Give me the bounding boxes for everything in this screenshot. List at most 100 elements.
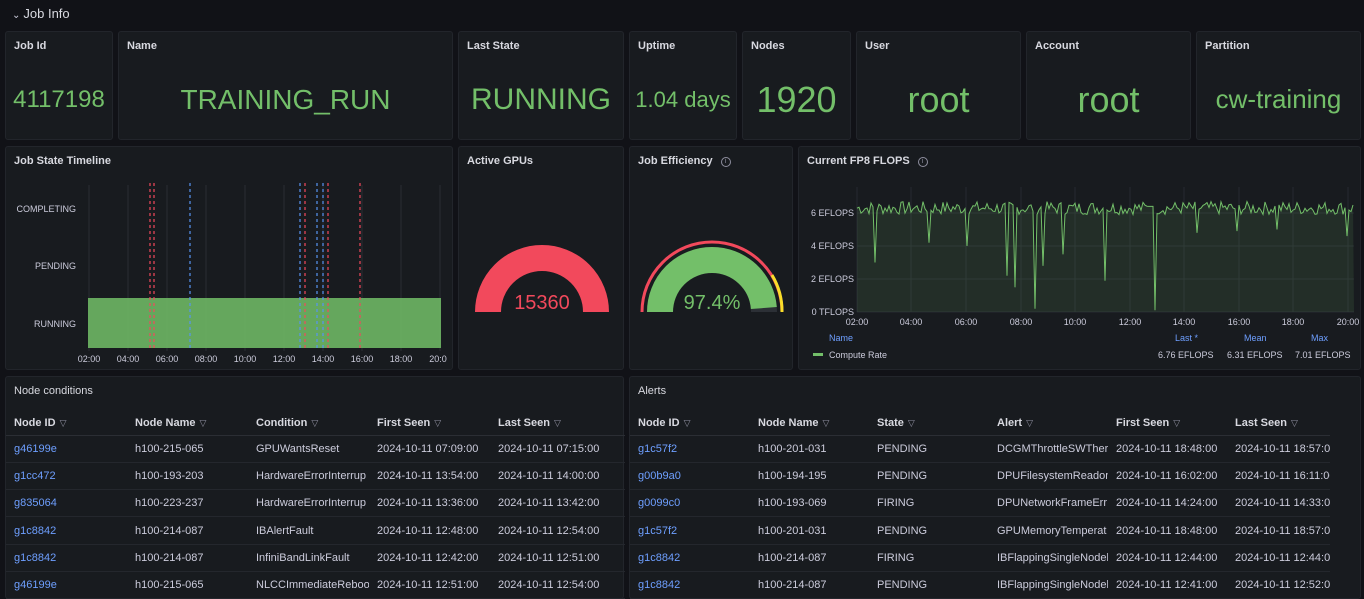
x-tick: 18:00 <box>390 354 413 364</box>
table-row[interactable]: g1c8842 h100-214-087 IBAlertFault 2024-10-1… <box>6 516 625 545</box>
node-id-link[interactable]: g1c57f2 <box>630 435 750 463</box>
table-cell: h100-193-069 <box>750 489 869 518</box>
state-label-completing: COMPLETING <box>16 204 76 214</box>
compute-rate-line <box>856 199 1354 311</box>
filter-icon[interactable]: ▽ <box>434 417 442 428</box>
node-id-link[interactable]: g1c8842 <box>6 544 127 572</box>
y-tick: 4 EFLOPS <box>811 241 854 251</box>
filter-icon[interactable]: ▽ <box>311 417 319 428</box>
filter-icon[interactable]: ▽ <box>553 417 561 428</box>
legend-header-max[interactable]: Max <box>1311 333 1329 343</box>
column-header[interactable]: First Seen ▽ <box>369 411 490 436</box>
filter-icon[interactable]: ▽ <box>1026 417 1033 428</box>
column-header-label: Node Name <box>135 416 196 429</box>
chevron-down-icon: ⌄ <box>12 10 21 21</box>
x-tick: 08:00 <box>195 354 218 364</box>
panel-title-text: Current FP8 FLOPS <box>807 155 910 167</box>
running-state-bar <box>88 298 441 348</box>
filter-icon[interactable]: ▽ <box>1290 417 1298 428</box>
filter-icon[interactable]: ▽ <box>907 417 915 428</box>
table-row[interactable]: g1c57f2 h100-201-031 PENDING DCGMThrottleSW… <box>630 435 1330 463</box>
table-cell: 2024-10-11 12:54:00 <box>490 571 625 599</box>
node-id-link[interactable]: g1cc472 <box>6 462 127 491</box>
column-header[interactable]: Last Seen ▽ <box>1227 411 1330 436</box>
info-icon[interactable]: i <box>917 157 928 167</box>
node-id-link[interactable]: g835064 <box>6 489 127 518</box>
panel-node-conditions: Node conditions Node ID ▽ Node Name ▽ Condit… <box>5 376 625 599</box>
table-row[interactable]: g0099c0 h100-193-069 FIRING DPUNetworkFrame… <box>630 489 1330 518</box>
table-row[interactable]: g1c8842 h100-214-087 PENDING IBFlappingSing… <box>630 571 1330 599</box>
table-cell: h100-201-031 <box>750 516 869 545</box>
column-header[interactable]: Node Name ▽ <box>750 411 869 436</box>
legend-header-last[interactable]: Last * <box>1175 333 1199 343</box>
legend-series[interactable]: Compute Rate <box>813 350 887 360</box>
column-header[interactable]: State ▽ <box>869 411 989 436</box>
filter-icon[interactable]: ▽ <box>59 417 67 428</box>
table-cell: DPUFilesystemReadon <box>989 462 1108 491</box>
partition-value: cw-training <box>1215 84 1342 114</box>
gpus-value: 15360 <box>514 292 570 314</box>
x-tick: 04:00 <box>900 317 923 327</box>
filter-icon[interactable]: ▽ <box>199 417 207 428</box>
table-cell: h100-215-065 <box>127 435 248 463</box>
table-cell: h100-214-087 <box>127 544 248 572</box>
table-cell: 2024-10-11 13:36:00 <box>369 489 490 518</box>
node-id-link[interactable]: g1c8842 <box>630 544 750 572</box>
x-tick: 16:00 <box>1228 317 1251 327</box>
filter-icon[interactable]: ▽ <box>822 417 830 428</box>
node-id-link[interactable]: g0099c0 <box>630 489 750 518</box>
column-header-label: State <box>877 416 904 429</box>
table-row[interactable]: g1c57f2 h100-201-031 PENDING GPUMemoryTempe… <box>630 516 1330 545</box>
table-row[interactable]: g1cc472 h100-193-203 HardwareErrorInterrup… <box>6 462 625 491</box>
column-header[interactable]: Alert ▽ <box>989 411 1108 436</box>
state-cell: PENDING <box>869 462 989 491</box>
legend-swatch <box>813 353 823 356</box>
table-cell: 2024-10-11 12:41:00 <box>1108 571 1227 599</box>
info-icon[interactable]: i <box>720 157 731 167</box>
panel-title: Uptime <box>638 40 676 52</box>
table-cell: h100-215-065 <box>127 571 248 599</box>
table-cell: 2024-10-11 18:48:00 <box>1108 516 1227 545</box>
column-header[interactable]: First Seen ▽ <box>1108 411 1227 436</box>
legend-header-mean[interactable]: Mean <box>1244 333 1267 343</box>
x-tick: 12:00 <box>273 354 296 364</box>
table-row[interactable]: g46199e h100-215-065 GPUWantsReset 2024-10-… <box>6 435 625 463</box>
panel-title: Account <box>1035 40 1079 52</box>
filter-icon[interactable]: ▽ <box>1173 417 1181 428</box>
table-cell: IBFlappingSingleNodel <box>989 571 1108 599</box>
row-header-job-info[interactable]: ⌄ Job Info <box>12 6 70 21</box>
table-row[interactable]: g46199e h100-215-065 NLCCImmediateReboo 202… <box>6 571 625 599</box>
column-header[interactable]: Last Seen ▽ <box>490 411 625 436</box>
node-id-link[interactable]: g00b9a0 <box>630 462 750 491</box>
table-cell: 2024-10-11 16:02:00 <box>1108 462 1227 491</box>
column-header[interactable]: Node ID ▽ <box>630 411 750 436</box>
table-cell: h100-194-195 <box>750 462 869 491</box>
panel-title: User <box>865 40 890 52</box>
column-header[interactable]: Node Name ▽ <box>127 411 248 436</box>
node-id-link[interactable]: g46199e <box>6 571 127 599</box>
node-id-link[interactable]: g1c57f2 <box>630 516 750 545</box>
x-tick: 10:00 <box>234 354 257 364</box>
panel-title: Last State <box>467 40 520 52</box>
nodes-value: 1920 <box>756 78 837 120</box>
table-row[interactable]: g1c8842 h100-214-087 FIRING IBFlappingSingl… <box>630 544 1330 572</box>
table-row[interactable]: g00b9a0 h100-194-195 PENDING DPUFilesystemR… <box>630 462 1330 491</box>
panel-job-efficiency: Job Efficiency i 97.4% <box>629 146 793 370</box>
table-row[interactable]: g835064 h100-223-237 HardwareErrorInterrup… <box>6 489 625 518</box>
node-id-link[interactable]: g1c8842 <box>630 571 750 599</box>
state-cell: PENDING <box>869 435 989 463</box>
column-header[interactable]: Condition ▽ <box>248 411 369 436</box>
panel-title: Job State Timeline <box>14 155 111 167</box>
table-cell: 2024-10-11 12:48:00 <box>369 516 490 545</box>
node-id-link[interactable]: g46199e <box>6 435 127 463</box>
panel-job-state-timeline: Job State Timeline COMPLETING PENDING RU… <box>5 146 453 370</box>
table-cell: HardwareErrorInterrup <box>248 489 369 518</box>
table-row[interactable]: g1c8842 h100-214-087 InfiniBandLinkFault 20… <box>6 544 625 572</box>
panel-current-flops: Current FP8 FLOPS i 6 EFLOPS 4 EFLOPS 2 E… <box>798 146 1361 370</box>
column-header[interactable]: Node ID ▽ <box>6 411 127 436</box>
node-id-link[interactable]: g1c8842 <box>6 516 127 545</box>
filter-icon[interactable]: ▽ <box>683 417 691 428</box>
x-tick: 18:00 <box>1282 317 1305 327</box>
x-tick: 14:00 <box>1173 317 1196 327</box>
panel-last-state: Last State RUNNING <box>458 31 624 140</box>
